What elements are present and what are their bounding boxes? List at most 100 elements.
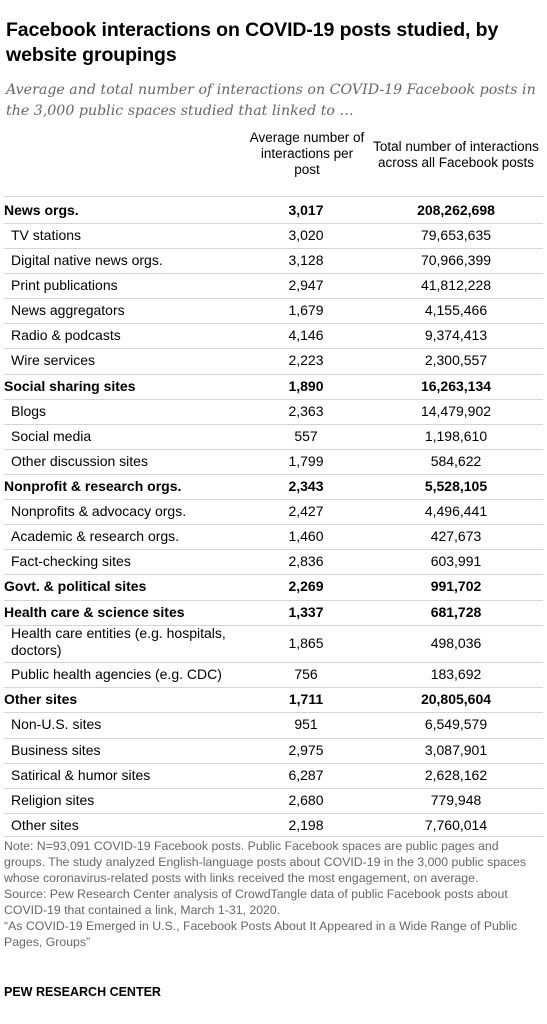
total-value: 9,374,413: [424, 327, 488, 343]
table-group-row: Other sites 1,711 20,805,604: [0, 687, 547, 712]
row-label: Govt. & political sites: [4, 578, 147, 594]
row-label: Health care & science sites: [4, 604, 185, 620]
total-value: 779,948: [430, 792, 482, 808]
row-divider: [4, 273, 543, 274]
row-label: Blogs: [11, 403, 47, 419]
row-label: Religion sites: [11, 792, 95, 808]
total-value: 20,805,604: [420, 691, 492, 707]
row-label: Wire services: [11, 352, 96, 368]
average-value: 951: [294, 716, 318, 732]
table-row: News aggregators 1,679 4,155,466: [0, 298, 547, 323]
row-label: Social sharing sites: [4, 378, 136, 394]
row-divider: [4, 687, 543, 688]
total-value: 6,549,579: [424, 716, 488, 732]
total-value: 681,728: [430, 604, 482, 620]
source-text: Source: Pew Research Center analysis of …: [4, 887, 508, 917]
total-value: 2,628,162: [424, 767, 488, 783]
average-value: 4,146: [288, 327, 324, 343]
pew-logo-text: PEW RESEARCH CENTER: [4, 985, 161, 999]
row-divider: [4, 348, 543, 349]
row-divider: [4, 298, 543, 299]
column-header-total: Total number of interactions across all …: [373, 139, 539, 170]
average-value: 1,460: [288, 528, 324, 544]
total-value: 208,262,698: [417, 202, 495, 218]
row-divider: [4, 323, 543, 324]
total-value: 7,760,014: [424, 817, 488, 833]
total-value: 427,673: [430, 528, 482, 544]
row-divider: [4, 399, 543, 400]
row-divider: [4, 625, 543, 626]
row-label: Satirical & humor sites: [11, 767, 151, 783]
report-title: “As COVID-19 Emerged in U.S., Facebook P…: [4, 919, 518, 949]
table-row: Health care entities (e.g. hospitals, do…: [0, 625, 547, 662]
row-label: Print publications: [11, 277, 118, 293]
table-row: TV stations 3,020 79,653,635: [0, 223, 547, 248]
row-divider: [4, 549, 543, 550]
row-label: News aggregators: [11, 302, 125, 318]
total-value: 41,812,228: [420, 277, 492, 293]
table-row: Non-U.S. sites 951 6,549,579: [0, 712, 547, 737]
average-value: 2,427: [288, 503, 324, 519]
row-divider: [4, 223, 543, 224]
average-value: 1,679: [288, 302, 324, 318]
row-label: Nonprofits & advocacy orgs.: [11, 503, 187, 519]
table-row: Digital native news orgs. 3,128 70,966,399: [0, 248, 547, 273]
total-value: 79,653,635: [420, 227, 492, 243]
table-row: Satirical & humor sites 6,287 2,628,162: [0, 763, 547, 788]
row-label: TV stations: [11, 227, 82, 243]
table-row: Business sites 2,975 3,087,901: [0, 738, 547, 763]
table-row: Wire services 2,223 2,300,557: [0, 348, 547, 373]
row-divider: [4, 712, 543, 713]
table-row: Blogs 2,363 14,479,902: [0, 399, 547, 424]
average-value: 2,223: [288, 352, 324, 368]
table-group-row: Nonprofit & research orgs. 2,343 5,528,105: [0, 474, 547, 499]
header-divider: [4, 196, 543, 197]
total-value: 2,300,557: [424, 352, 488, 368]
total-value: 5,528,105: [424, 478, 488, 494]
average-value: 2,198: [288, 817, 324, 833]
table-row: Public health agencies (e.g. CDC) 756 183,…: [0, 662, 547, 687]
total-value: 14,479,902: [420, 403, 492, 419]
row-label: Fact-checking sites: [11, 553, 131, 569]
table-row: Nonprofits & advocacy orgs. 2,427 4,496,44…: [0, 499, 547, 524]
total-value: 4,155,466: [424, 302, 488, 318]
total-value: 183,692: [430, 666, 482, 682]
total-value: 4,496,441: [424, 503, 488, 519]
average-value: 557: [294, 428, 318, 444]
total-value: 1,198,610: [424, 428, 488, 444]
total-value: 991,702: [430, 578, 482, 594]
row-divider: [4, 248, 543, 249]
average-value: 3,017: [288, 202, 324, 218]
total-value: 70,966,399: [420, 252, 492, 268]
table-row: Academic & research orgs. 1,460 427,673: [0, 524, 547, 549]
table-row: Print publications 2,947 41,812,228: [0, 273, 547, 298]
row-label: Public health agencies (e.g. CDC): [11, 666, 222, 682]
table-row: Other discussion sites 1,799 584,622: [0, 449, 547, 474]
row-divider: [4, 424, 543, 425]
total-value: 16,263,134: [420, 378, 492, 394]
row-divider: [4, 374, 543, 375]
row-label: Other discussion sites: [11, 453, 148, 469]
row-label: Other sites: [4, 691, 78, 707]
average-value: 2,269: [288, 578, 324, 594]
chart-subtitle: Average and total number of interactions…: [6, 82, 536, 119]
table-bottom-divider: [4, 836, 543, 837]
average-value: 756: [294, 666, 318, 682]
row-label: Other sites: [11, 817, 79, 833]
average-value: 2,343: [288, 478, 324, 494]
table-group-row: Social sharing sites 1,890 16,263,134: [0, 374, 547, 399]
average-value: 3,020: [288, 227, 324, 243]
total-value: 498,036: [430, 635, 482, 651]
total-value: 584,622: [430, 453, 482, 469]
row-label: Nonprofit & research orgs.: [4, 478, 182, 494]
row-label: Radio & podcasts: [11, 327, 121, 343]
table-group-row: News orgs. 3,017 208,262,698: [0, 198, 547, 223]
average-value: 1,337: [288, 604, 324, 620]
average-value: 6,287: [288, 767, 324, 783]
footnotes: Note: N=93,091 COVID-19 Facebook posts. …: [4, 838, 542, 950]
table-row: Other sites 2,198 7,760,014: [0, 813, 547, 838]
row-divider: [4, 574, 543, 575]
row-label: News orgs.: [4, 202, 79, 218]
row-label: Non-U.S. sites: [11, 716, 102, 732]
average-value: 2,836: [288, 553, 324, 569]
